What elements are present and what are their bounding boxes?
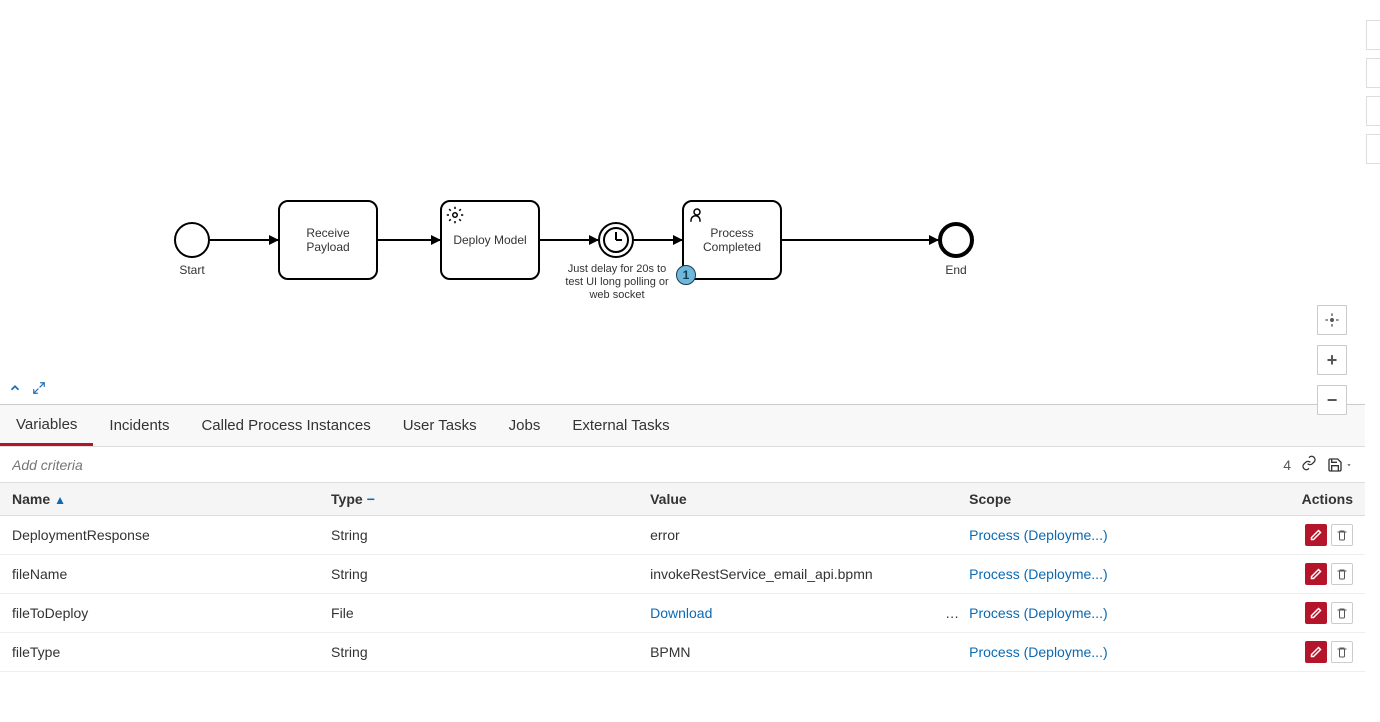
cell-type: File [331,605,650,621]
sequence-flow [782,239,938,241]
table-row: fileTypeStringBPMN Process (Deployme...) [0,633,1365,672]
timer-event[interactable] [598,222,634,258]
edit-button[interactable] [1305,563,1327,585]
cell-value: invokeRestService_email_api.bpmn [650,566,969,582]
scope-link[interactable]: Process (Deployme...) [969,605,1107,621]
zoom-in-button[interactable]: + [1317,345,1347,375]
cell-type: String [331,566,650,582]
sequence-flow [378,239,440,241]
user-task-icon [688,206,706,227]
task-label: Process Completed [688,226,776,254]
end-event-label: End [926,263,986,277]
column-header-type[interactable]: Type− [331,491,650,507]
cell-actions [1258,602,1353,624]
value-text: invokeRestService_email_api.bpmn [650,566,873,582]
bpmn-diagram: Start Receive Payload Deploy Model Just … [0,0,1365,405]
delete-button[interactable] [1331,602,1353,624]
save-dropdown-icon[interactable] [1327,457,1353,473]
more-icon[interactable]: … [945,605,959,621]
filter-remove-icon: − [367,491,375,507]
value-text: BPMN [650,644,690,660]
service-task-icon [446,206,464,227]
zoom-controls: + − [1317,305,1347,415]
tab-variables[interactable]: Variables [0,406,93,446]
cell-name: fileToDeploy [12,605,331,621]
task-label: Receive Payload [284,226,372,254]
cell-name: fileName [12,566,331,582]
cell-value: BPMN [650,644,969,660]
tab-bar: Variables Incidents Called Process Insta… [0,405,1365,447]
download-link[interactable]: Download [650,605,712,621]
cell-actions [1258,524,1353,546]
panel-controls [8,381,46,398]
column-header-scope[interactable]: Scope [969,491,1258,507]
scope-link[interactable]: Process (Deployme...) [969,644,1107,660]
zoom-out-button[interactable]: − [1317,385,1347,415]
start-event-label: Start [162,263,222,277]
tab-incidents[interactable]: Incidents [93,407,185,446]
table-header: Name▲ Type− Value Scope Actions [0,483,1365,516]
table-row: fileToDeployFileDownload … Process (Deploy… [0,594,1365,633]
cell-value: Download … [650,605,969,621]
cell-actions [1258,563,1353,585]
cell-name: fileType [12,644,331,660]
cell-type: String [331,527,650,543]
column-header-value[interactable]: Value [650,491,969,507]
reset-zoom-button[interactable] [1317,305,1347,335]
cell-name: DeploymentResponse [12,527,331,543]
task-process-completed[interactable]: Process Completed [682,200,782,280]
edit-button[interactable] [1305,602,1327,624]
delete-button[interactable] [1331,641,1353,663]
tab-jobs[interactable]: Jobs [493,407,557,446]
token-count-badge[interactable]: 1 [676,265,696,285]
side-panel-tabs [1366,20,1380,164]
task-deploy-model[interactable]: Deploy Model [440,200,540,280]
table-row: DeploymentResponseStringerror Process (De… [0,516,1365,555]
side-tab[interactable] [1366,96,1380,126]
sequence-flow [634,239,682,241]
delete-button[interactable] [1331,563,1353,585]
side-tab[interactable] [1366,20,1380,50]
side-tab[interactable] [1366,58,1380,88]
tab-called-process-instances[interactable]: Called Process Instances [185,407,386,446]
timer-event-label: Just delay for 20s to test UI long polli… [562,263,672,303]
link-icon[interactable] [1301,455,1317,474]
table-row: fileNameStringinvokeRestService_email_ap… [0,555,1365,594]
filter-bar: 4 [0,447,1365,483]
start-event[interactable] [174,222,210,258]
cell-type: String [331,644,650,660]
cell-value: error [650,527,969,543]
scope-link[interactable]: Process (Deployme...) [969,566,1107,582]
sort-asc-icon: ▲ [54,493,66,507]
variables-table: Name▲ Type− Value Scope Actions Deployme… [0,483,1365,672]
task-receive-payload[interactable]: Receive Payload [278,200,378,280]
edit-button[interactable] [1305,641,1327,663]
task-label: Deploy Model [453,233,526,247]
column-header-actions: Actions [1258,491,1353,507]
tab-external-tasks[interactable]: External Tasks [556,407,685,446]
edit-button[interactable] [1305,524,1327,546]
tab-user-tasks[interactable]: User Tasks [387,407,493,446]
value-text: error [650,527,680,543]
sequence-flow [210,239,278,241]
cell-actions [1258,641,1353,663]
scope-link[interactable]: Process (Deployme...) [969,527,1107,543]
filter-criteria-input[interactable] [12,457,1283,473]
result-count: 4 [1283,457,1291,473]
collapse-panel-icon[interactable] [8,381,22,398]
delete-button[interactable] [1331,524,1353,546]
sequence-flow [540,239,598,241]
end-event[interactable] [938,222,974,258]
expand-panel-icon[interactable] [32,381,46,398]
side-tab[interactable] [1366,134,1380,164]
column-header-name[interactable]: Name▲ [12,491,331,507]
